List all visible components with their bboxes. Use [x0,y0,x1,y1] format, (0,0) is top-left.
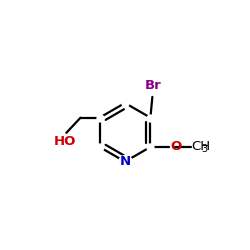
Text: HO: HO [54,135,76,148]
Text: CH: CH [192,140,210,152]
Text: Br: Br [145,80,162,92]
Text: 3: 3 [201,144,207,154]
Text: N: N [120,155,130,168]
Text: O: O [170,140,182,153]
